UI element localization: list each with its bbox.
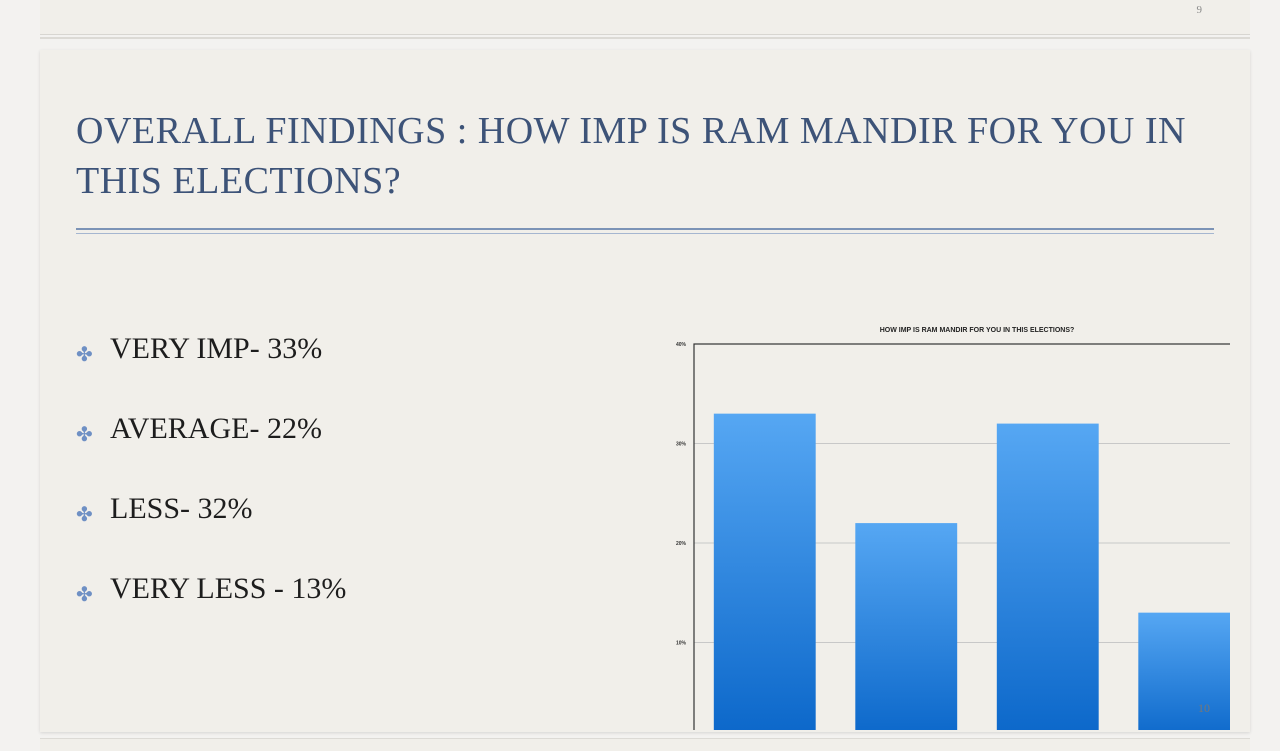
y-tick-label: 20% [676,541,687,547]
previous-slide: 9 [40,0,1250,35]
bar [855,523,958,730]
bullet-flower-icon: ✤ [76,342,93,366]
page-number: 10 [1198,701,1210,715]
bullet-text: LESS- 32% [110,492,253,525]
title-rule-thin [76,233,1214,234]
y-tick-label: 40% [676,342,687,348]
bullet-text: AVERAGE- 22% [110,412,322,445]
bullet-text: VERY LESS - 13% [110,572,347,605]
bar [996,423,1099,730]
bullet-flower-icon: ✤ [76,582,93,606]
previous-slide-page-number: 9 [1196,4,1203,16]
slide-separator [40,37,1250,39]
bullet-flower-icon: ✤ [76,422,93,446]
chart-title: HOW IMP IS RAM MANDIR FOR YOU IN THIS EL… [880,327,1075,334]
slide-title: OVERALL FINDINGS : HOW IMP IS RAM MANDIR… [76,110,1186,202]
plot-frame [693,343,1230,730]
bar-chart-svg: HOW IMP IS RAM MANDIR FOR YOU IN THIS EL… [676,327,1230,730]
next-slide-edge [40,738,1250,751]
slide: OVERALL FINDINGS : HOW IMP IS RAM MANDIR… [40,50,1250,732]
bar-chart: HOW IMP IS RAM MANDIR FOR YOU IN THIS EL… [610,270,1230,730]
bar [1138,612,1230,730]
title-rule [76,228,1214,230]
bullet-text: VERY IMP- 33% [110,332,323,365]
y-tick-label: 30% [676,442,687,448]
bar [713,413,816,730]
y-tick-label: 10% [676,641,687,647]
bullet-flower-icon: ✤ [76,502,93,526]
